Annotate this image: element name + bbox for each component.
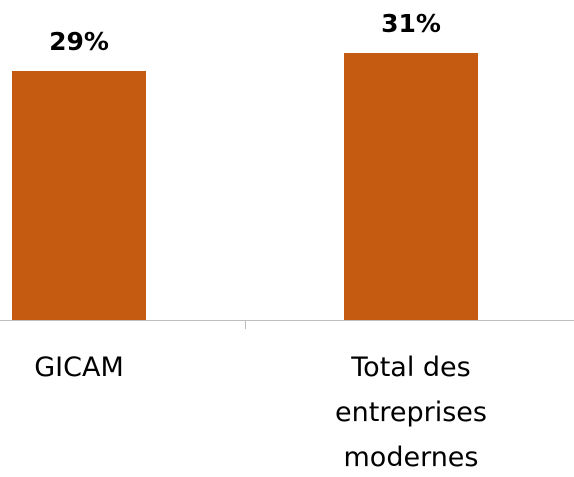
bar <box>344 53 478 320</box>
data-label: 29% <box>49 26 109 56</box>
data-label: 31% <box>381 9 441 39</box>
x-axis-line <box>0 320 574 321</box>
bar <box>12 70 146 320</box>
x-tick-label: Total des entreprises modernes <box>335 352 487 473</box>
x-tick-label: GICAM <box>34 352 124 383</box>
x-axis-tick <box>245 320 246 329</box>
